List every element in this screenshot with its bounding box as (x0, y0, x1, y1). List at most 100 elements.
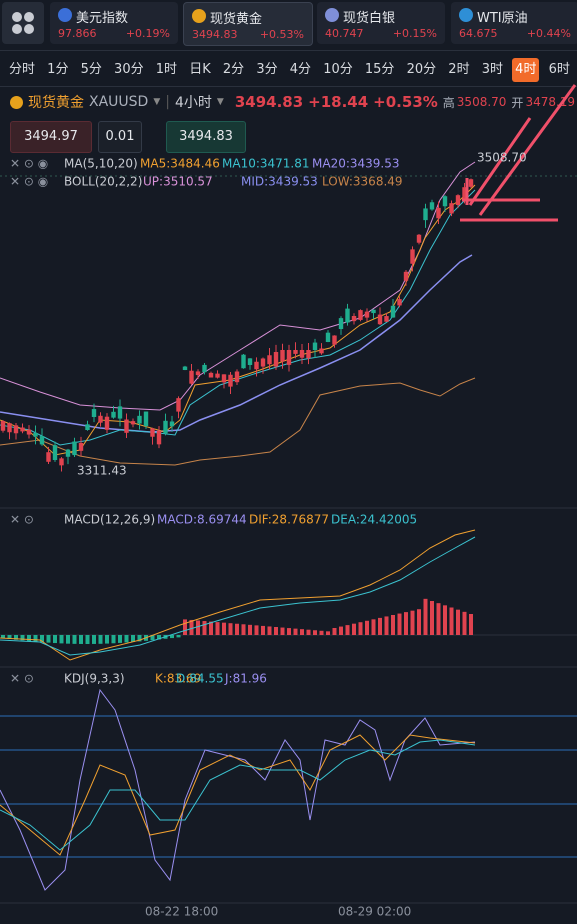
candle-body (397, 299, 402, 306)
period-option[interactable]: 3分 (256, 62, 278, 77)
candle-body (293, 350, 298, 354)
candle-body (195, 371, 201, 376)
candle-body (221, 374, 227, 383)
macd-bar (170, 635, 174, 639)
period-option[interactable]: 1时 (155, 62, 178, 77)
macd-bar (267, 626, 272, 635)
macd-bar (469, 614, 473, 635)
candle-body (377, 314, 383, 325)
macd-histogram (1, 598, 473, 644)
period-option[interactable]: 20分 (406, 62, 437, 77)
candle-body (312, 342, 318, 350)
macd-bar (118, 635, 122, 643)
candle-body (338, 318, 344, 329)
dea-value: DEA:24.42005 (331, 513, 417, 527)
tab-price: 40.747 (325, 27, 364, 40)
macd-bar (7, 635, 12, 640)
macd-bar (183, 619, 187, 635)
sell-button[interactable]: 3494.97 (10, 121, 92, 153)
macd-bar (150, 635, 155, 641)
macd-bar (280, 627, 285, 635)
candle-body (410, 249, 415, 264)
divider (0, 50, 577, 51)
candle-body (156, 430, 162, 445)
candle-body (462, 187, 467, 200)
macd-bar (371, 619, 376, 635)
open-label: 开 (511, 95, 524, 110)
macd-bar (59, 635, 64, 644)
dropdown-arrow[interactable]: ▼ (153, 97, 161, 107)
period-option[interactable]: 30分 (114, 62, 144, 77)
candle-body (345, 308, 350, 323)
candle-body (111, 411, 116, 418)
period-option[interactable]: 4分 (289, 62, 312, 77)
boll-low: LOW:3368.49 (322, 175, 403, 189)
period-option[interactable]: 2时 (448, 62, 470, 77)
period-option[interactable]: 6时 (548, 62, 570, 77)
candle-body (39, 436, 45, 445)
macd-bar (235, 623, 239, 635)
period-option[interactable]: 10分 (323, 62, 353, 77)
tab[interactable]: 现货白银 40.747 +0.15% (317, 2, 445, 44)
tab[interactable]: 美元指数 97.866 +0.19% (50, 2, 178, 44)
boll-lower (0, 377, 476, 466)
candle-body (423, 208, 428, 221)
tab[interactable]: 现货黄金 3494.83 +0.53% (183, 2, 313, 46)
period-option[interactable]: 分时 (9, 62, 36, 77)
macd-bar (274, 627, 278, 635)
tab-change: +0.19% (125, 27, 170, 40)
quote-change: +18.44 (308, 93, 369, 111)
macd-bar (404, 612, 408, 635)
period-option[interactable]: 日K (189, 62, 211, 77)
kdj-k (0, 734, 476, 856)
macd-bar (202, 621, 207, 635)
candle-body (403, 271, 409, 281)
candle-body (455, 195, 461, 205)
tab-change: +0.44% (526, 27, 571, 40)
macd-bar (326, 631, 330, 635)
tab[interactable]: WTI原油 64.675 +0.44% (451, 2, 577, 44)
tab-change: +0.15% (392, 27, 437, 40)
macd-bar (131, 635, 135, 642)
candle-body (72, 441, 77, 456)
dropdown-arrow: ▼ (216, 97, 224, 107)
macd-bar (443, 605, 447, 635)
menu-icon (12, 12, 34, 34)
lot-input[interactable]: 0.01 (98, 121, 142, 153)
macd-bar (33, 635, 38, 642)
boll-up: UP:3510.57 (143, 175, 213, 189)
macd-value: MACD:8.69744 (157, 513, 247, 527)
macd-bar (209, 621, 213, 635)
candle-body (137, 415, 142, 424)
candle-body (384, 316, 389, 322)
candle-body (124, 419, 129, 433)
period-option[interactable]: 2分 (222, 62, 245, 77)
period-option[interactable]: 15分 (364, 62, 395, 77)
period-option[interactable]: 1分 (47, 62, 69, 77)
period-option[interactable]: 3时 (481, 62, 504, 77)
buy-button[interactable]: 3494.83 (166, 121, 246, 153)
boll-name: BOLL(20,2,2) (64, 175, 142, 189)
macd-bar (215, 622, 220, 635)
period-option[interactable]: 4时 (512, 58, 540, 82)
quote-period[interactable]: 4小时 (174, 95, 212, 111)
kdj-d (0, 739, 476, 851)
j-value: J:81.96 (224, 672, 267, 686)
high-label: 3508.70 (477, 151, 527, 165)
period-option[interactable]: 5分 (80, 62, 102, 77)
macd-bar (14, 635, 18, 640)
ma10: MA10:3471.81 (222, 157, 310, 171)
macd-bar (423, 598, 428, 635)
menu-button[interactable] (2, 2, 44, 44)
tab-name: 美元指数 (76, 11, 129, 26)
macd-bar (111, 635, 116, 644)
macd-bar (332, 628, 337, 635)
macd-bar (228, 623, 233, 635)
candle-body (85, 424, 90, 430)
candle-body (280, 350, 285, 362)
date-label: 08-22 18:00 (145, 905, 218, 919)
macd-bar (72, 635, 77, 644)
macd-bar (287, 628, 291, 635)
macd-bar (85, 635, 90, 644)
